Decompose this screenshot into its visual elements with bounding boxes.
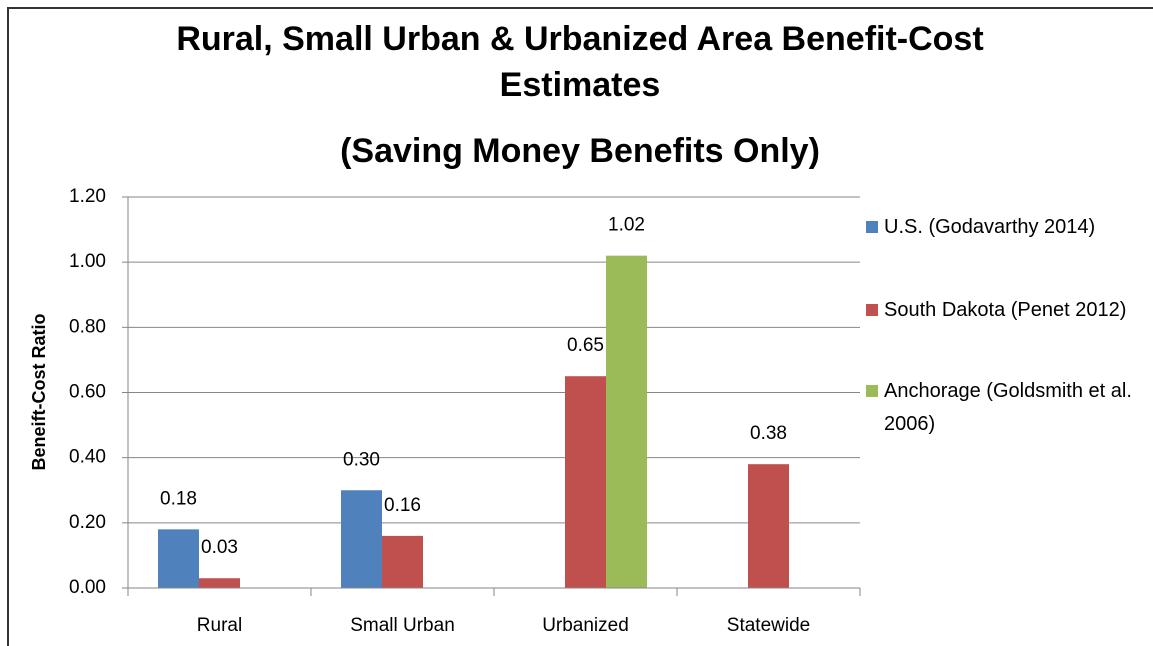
data-label: 0.16: [384, 495, 421, 516]
chart-subtitle: (Saving Money Benefits Only): [340, 132, 820, 170]
bar: [199, 578, 240, 588]
legend-item: South Dakota (Penet 2012): [866, 294, 1146, 327]
bar: [341, 490, 382, 588]
y-tick-label: 1.20: [69, 186, 106, 207]
legend-label: South Dakota (Penet 2012): [884, 299, 1127, 321]
data-label: 0.03: [201, 537, 238, 558]
legend-swatch: [866, 385, 878, 397]
data-label: 0.65: [567, 335, 604, 356]
data-label: 0.38: [750, 423, 787, 444]
data-label: 1.02: [608, 215, 645, 236]
y-tick-label: 0.00: [69, 577, 106, 598]
x-tick-label: Urbanized: [542, 615, 629, 636]
bar: [382, 535, 423, 588]
x-tick-label: Small Urban: [350, 615, 455, 636]
y-tick-label: 0.20: [69, 512, 106, 533]
legend-label: U.S. (Godavarthy 2014): [884, 216, 1096, 238]
y-tick-label: 0.40: [69, 447, 106, 468]
legend-item: Anchorage (Goldsmith et al. 2006): [866, 375, 1146, 441]
y-tick-label: 0.80: [69, 316, 106, 337]
y-axis-label: Beneift-Cost Ratio: [29, 313, 49, 470]
legend-swatch: [866, 304, 878, 316]
legend-item: U.S. (Godavarthy 2014): [866, 211, 1146, 244]
bar: [158, 529, 199, 588]
data-label: 0.18: [160, 488, 197, 509]
legend-label: Anchorage (Goldsmith et al. 2006): [884, 380, 1132, 435]
y-tick-label: 0.60: [69, 382, 106, 403]
chart-title: Rural, Small Urban & Urbanized Area Bene…: [176, 20, 984, 104]
legend-swatch: [866, 221, 878, 233]
x-tick-label: Statewide: [727, 615, 810, 636]
y-tick-label: 1.00: [69, 251, 106, 272]
bar: [748, 464, 789, 588]
data-label: 0.30: [343, 449, 380, 470]
bar: [565, 376, 606, 588]
bar: [606, 255, 647, 588]
frame: [7, 7, 1153, 646]
x-tick-label: Rural: [197, 615, 242, 636]
